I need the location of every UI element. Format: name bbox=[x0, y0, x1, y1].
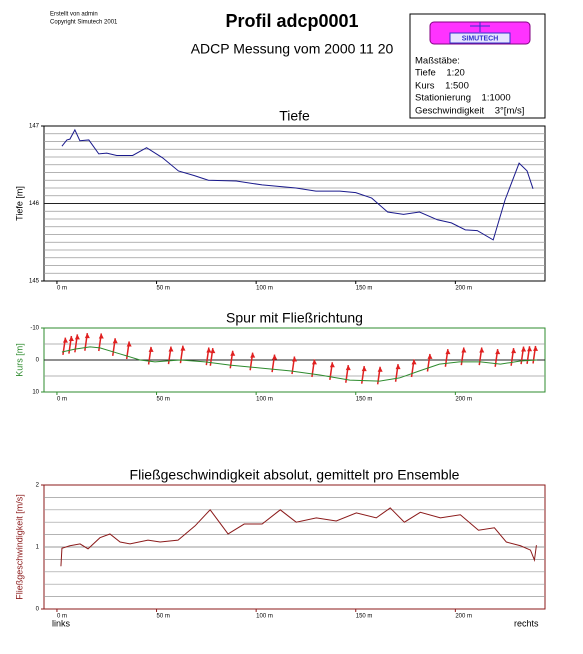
arrow-head bbox=[395, 364, 401, 370]
x-tick-label: 50 m bbox=[157, 286, 170, 292]
arrow-head bbox=[445, 349, 451, 355]
arrow-head bbox=[230, 350, 236, 356]
x-tick-label: 150 m bbox=[356, 286, 373, 292]
arrow-head bbox=[62, 337, 68, 343]
arrow-head bbox=[292, 356, 298, 362]
y-axis-label: Fließgeschwindigkeit [m/s] bbox=[14, 494, 24, 600]
y-tick-label: 2 bbox=[36, 483, 40, 489]
x-tick-label: 0 m bbox=[57, 286, 67, 292]
arrow-head bbox=[168, 346, 174, 352]
arrow-head bbox=[74, 334, 80, 340]
y-tick-label: 0 bbox=[36, 607, 40, 613]
created-by: Erstellt von admin bbox=[50, 12, 98, 18]
logo-box bbox=[449, 32, 511, 44]
arrow-head bbox=[461, 347, 467, 353]
logo-text: SIMUTECH bbox=[462, 35, 499, 42]
x-tick-label: 200 m bbox=[455, 397, 472, 403]
data-line bbox=[61, 346, 538, 382]
y-tick-label: 146 bbox=[29, 201, 40, 207]
x-tick-label: 200 m bbox=[455, 614, 472, 620]
y-tick-label: -10 bbox=[30, 326, 39, 332]
arrow-head bbox=[126, 341, 132, 347]
scale-line: Geschwindigkeit 3°[m/s] bbox=[415, 106, 524, 117]
arrow-head bbox=[521, 346, 527, 352]
arrow-head bbox=[533, 345, 539, 351]
x-tick-label: 0 m bbox=[57, 614, 67, 620]
scales-title: Maßstäbe: bbox=[415, 56, 460, 67]
y-axis-label: Kurs [m] bbox=[14, 343, 24, 377]
x-tick-label: 100 m bbox=[256, 397, 273, 403]
arrow-head bbox=[311, 359, 317, 365]
copyright: Copyright Simutech 2001 bbox=[50, 20, 118, 26]
arrow-head bbox=[68, 336, 74, 341]
x-tick-label: 200 m bbox=[455, 286, 472, 292]
arrow-head bbox=[479, 347, 485, 353]
arrow-head bbox=[210, 348, 216, 354]
x-tick-label: 0 m bbox=[57, 397, 67, 403]
chart-title: Tiefe bbox=[279, 108, 310, 124]
scale-line: Stationierung 1:1000 bbox=[415, 93, 511, 104]
arrow-head bbox=[329, 362, 335, 368]
arrow-head bbox=[206, 347, 212, 353]
arrow-head bbox=[112, 338, 118, 344]
chart-title: Fließgeschwindigkeit absolut, gemittelt … bbox=[130, 467, 460, 483]
x-tick-label: 50 m bbox=[157, 614, 170, 620]
y-tick-label: 0 bbox=[36, 358, 40, 364]
arrow-head bbox=[272, 354, 278, 360]
x-tick-label: 100 m bbox=[256, 614, 273, 620]
arrow-head bbox=[495, 349, 501, 355]
y-tick-label: 145 bbox=[29, 279, 40, 285]
x-tick-label: 50 m bbox=[157, 397, 170, 403]
arrow-head bbox=[361, 366, 367, 372]
page-subtitle: ADCP Messung vom 2000 11 20 bbox=[191, 41, 394, 57]
flow-arrow bbox=[111, 338, 118, 356]
y-tick-label: 10 bbox=[32, 390, 39, 396]
y-axis-label: Tiefe [m] bbox=[14, 186, 24, 221]
page-title: Profil adcp0001 bbox=[225, 11, 358, 31]
arrow-head bbox=[180, 345, 186, 351]
data-line bbox=[61, 128, 534, 241]
flow-arrow bbox=[426, 353, 433, 372]
arrow-head bbox=[411, 359, 417, 365]
footer-left: links bbox=[52, 618, 71, 628]
arrow-head bbox=[427, 353, 433, 359]
arrow-head bbox=[377, 366, 383, 372]
arrow-head bbox=[84, 333, 90, 339]
arrow-head bbox=[98, 333, 104, 339]
arrow-head bbox=[345, 365, 351, 371]
x-tick-label: 150 m bbox=[356, 397, 373, 403]
arrow-head bbox=[250, 352, 256, 358]
scale-line: Tiefe 1:20 bbox=[415, 68, 465, 79]
scale-line: Kurs 1:500 bbox=[415, 81, 469, 92]
chart-title: Spur mit Fließrichtung bbox=[226, 310, 363, 326]
arrow-head bbox=[511, 348, 517, 354]
x-tick-label: 100 m bbox=[256, 286, 273, 292]
arrow-head bbox=[148, 346, 154, 352]
x-tick-label: 150 m bbox=[356, 614, 373, 620]
y-tick-label: 147 bbox=[29, 124, 40, 130]
data-line bbox=[60, 507, 537, 567]
footer-right: rechts bbox=[514, 618, 539, 628]
y-tick-label: 1 bbox=[36, 545, 40, 551]
arrow-head bbox=[527, 346, 533, 352]
